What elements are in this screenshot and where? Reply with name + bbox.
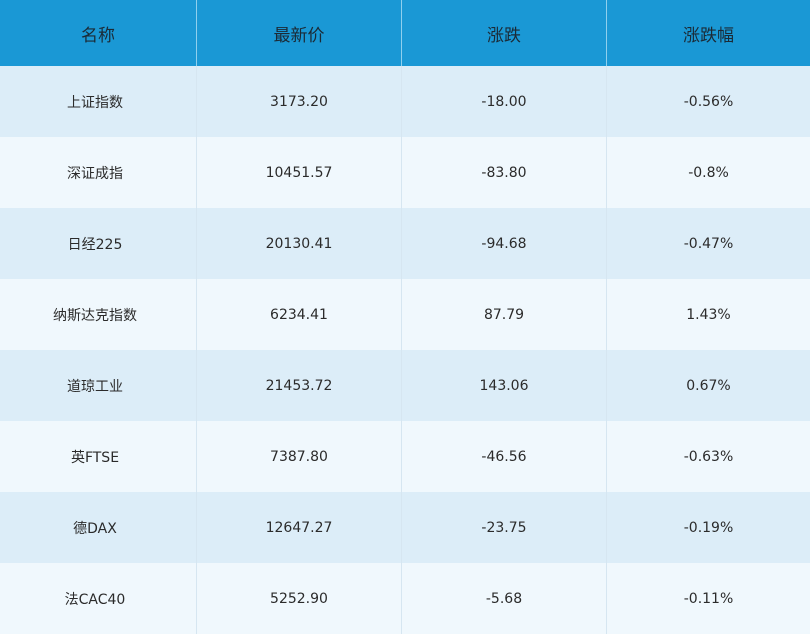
index-change: -83.80 bbox=[402, 137, 607, 208]
table-row[interactable]: 深证成指 10451.57 -83.80 -0.8% bbox=[0, 137, 810, 208]
index-change: -5.68 bbox=[402, 563, 607, 634]
index-price: 20130.41 bbox=[197, 208, 402, 279]
index-price: 7387.80 bbox=[197, 421, 402, 492]
table-body: 上证指数 3173.20 -18.00 -0.56% 深证成指 10451.57… bbox=[0, 66, 810, 634]
table-row[interactable]: 德DAX 12647.27 -23.75 -0.19% bbox=[0, 492, 810, 563]
index-price: 5252.90 bbox=[197, 563, 402, 634]
index-change: 143.06 bbox=[402, 350, 607, 421]
index-name: 深证成指 bbox=[0, 137, 197, 208]
index-change-pct: -0.56% bbox=[683, 93, 734, 110]
header-change[interactable]: 涨跌 bbox=[402, 0, 607, 66]
table-row[interactable]: 英FTSE 7387.80 -46.56 -0.63% bbox=[0, 421, 810, 492]
index-change: -94.68 bbox=[402, 208, 607, 279]
index-change: 87.79 bbox=[402, 279, 607, 350]
index-change-pct: -0.19% bbox=[683, 519, 734, 536]
index-name: 日经225 bbox=[0, 208, 197, 279]
index-name: 德DAX bbox=[0, 492, 197, 563]
index-name: 道琼工业 bbox=[0, 350, 197, 421]
index-price: 3173.20 bbox=[197, 66, 402, 137]
header-name[interactable]: 名称 bbox=[0, 0, 197, 66]
table-row[interactable]: 法CAC40 5252.90 -5.68 -0.11% bbox=[0, 563, 810, 634]
header-price[interactable]: 最新价 bbox=[197, 0, 402, 66]
index-name: 英FTSE bbox=[0, 421, 197, 492]
index-change-pct: -0.11% bbox=[683, 590, 734, 607]
header-change-pct[interactable]: 涨跌幅 bbox=[683, 25, 734, 46]
table-row[interactable]: 纳斯达克指数 6234.41 87.79 1.43% bbox=[0, 279, 810, 350]
index-change: -23.75 bbox=[402, 492, 607, 563]
index-change-pct: 1.43% bbox=[686, 306, 731, 323]
table-row[interactable]: 上证指数 3173.20 -18.00 -0.56% bbox=[0, 66, 810, 137]
index-change-pct: -0.63% bbox=[683, 448, 734, 465]
index-name: 法CAC40 bbox=[0, 563, 197, 634]
index-change-pct: 0.67% bbox=[686, 377, 731, 394]
index-name: 上证指数 bbox=[0, 66, 197, 137]
table-row[interactable]: 道琼工业 21453.72 143.06 0.67% bbox=[0, 350, 810, 421]
index-change-pct: -0.47% bbox=[683, 235, 734, 252]
index-price: 6234.41 bbox=[197, 279, 402, 350]
table-header: 名称 最新价 涨跌 涨跌幅 bbox=[0, 0, 810, 66]
index-name: 纳斯达克指数 bbox=[0, 279, 197, 350]
table-row[interactable]: 日经225 20130.41 -94.68 -0.47% bbox=[0, 208, 810, 279]
index-change-pct: -0.8% bbox=[688, 164, 729, 181]
index-change: -18.00 bbox=[402, 66, 607, 137]
index-price: 10451.57 bbox=[197, 137, 402, 208]
index-change: -46.56 bbox=[402, 421, 607, 492]
index-price: 12647.27 bbox=[197, 492, 402, 563]
index-price: 21453.72 bbox=[197, 350, 402, 421]
